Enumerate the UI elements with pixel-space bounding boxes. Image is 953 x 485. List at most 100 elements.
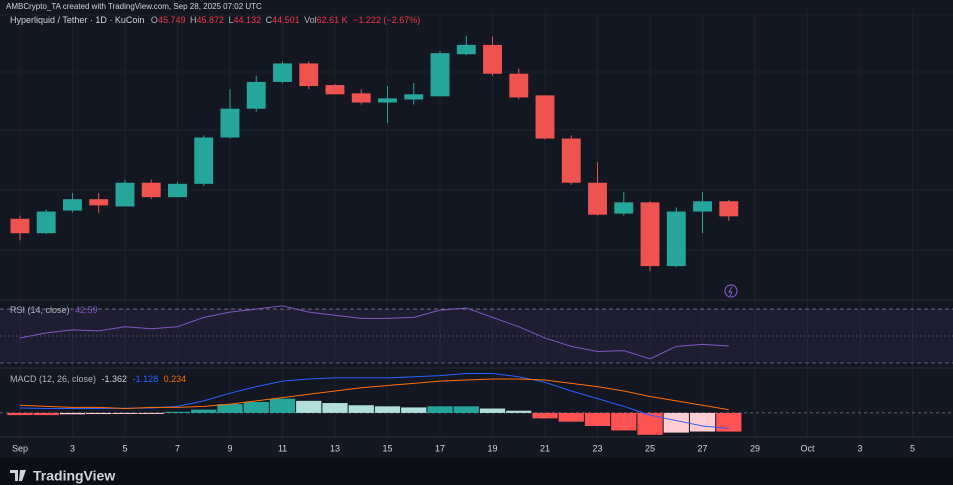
x-tick-label: 19	[488, 443, 498, 453]
candle-body	[325, 85, 345, 95]
candle-body	[666, 211, 686, 267]
candle-body	[36, 211, 56, 234]
legend-change: −1.222 (−2.67%)	[353, 15, 420, 25]
histogram-bar	[86, 412, 112, 414]
x-tick-label: 11	[278, 443, 287, 453]
x-tick-label: 21	[540, 443, 550, 453]
watermark: AMBCrypto_TA created with TradingView.co…	[6, 2, 262, 11]
candle-body	[378, 98, 397, 103]
signal-line	[19, 378, 729, 411]
legend-value: 62.61 K	[317, 15, 348, 25]
x-tick-label: 17	[435, 443, 445, 453]
rsi-title: RSI (14, close)	[10, 305, 70, 315]
candle-body	[404, 94, 424, 100]
x-tick-label: 9	[227, 443, 232, 453]
candle-body	[10, 218, 30, 234]
histogram-value: -1.362	[102, 374, 128, 384]
x-tick-label: 3	[70, 443, 75, 453]
legend-value: 44.132	[234, 15, 262, 25]
legend-label: L	[229, 15, 234, 25]
histogram-bar	[584, 412, 611, 427]
histogram-bar	[401, 407, 427, 413]
candle-body	[588, 182, 607, 215]
histogram-bar	[558, 412, 584, 422]
macd-title: MACD (12, 26, close)	[10, 374, 96, 384]
histogram-bar	[7, 412, 33, 416]
alert-icon[interactable]	[724, 284, 738, 298]
rsi-line	[19, 305, 729, 360]
candle-body	[273, 63, 292, 82]
candle-body	[693, 201, 712, 212]
candle-body	[483, 44, 502, 74]
legend-label: O	[151, 15, 158, 25]
macd-value: -1.128	[133, 374, 159, 384]
histogram-bar	[611, 412, 637, 431]
x-tick-label: 3	[858, 443, 863, 453]
histogram-bar	[532, 412, 558, 419]
x-tick-label: 27	[698, 443, 708, 453]
x-tick-label: 5	[910, 443, 915, 453]
candle-body	[194, 137, 214, 184]
x-tick-label: 25	[645, 443, 655, 453]
x-tick-label: 5	[122, 443, 127, 453]
histogram-bar	[33, 412, 59, 416]
candle-body	[246, 81, 266, 109]
histogram-bar	[296, 400, 322, 413]
candle-body	[719, 201, 739, 217]
candle-body	[63, 199, 82, 211]
histogram-bar	[663, 412, 689, 433]
histogram-bar	[59, 412, 86, 415]
candle-body	[115, 182, 135, 207]
legend-label: C	[266, 15, 273, 25]
legend-label: H	[190, 15, 197, 25]
x-tick-label: Sep	[12, 443, 28, 453]
candle-body	[456, 44, 476, 55]
symbol-title: Hyperliquid / Tether · 1D · KuCoin	[10, 15, 144, 25]
histogram-bar	[479, 408, 506, 413]
candle-body	[299, 63, 319, 87]
x-tick-label: 7	[175, 443, 180, 453]
histogram-bar	[453, 406, 479, 413]
x-tick-label: 29	[750, 443, 760, 453]
x-tick-label: 23	[593, 443, 603, 453]
candle-body	[561, 138, 581, 183]
x-tick-label: Oct	[801, 443, 816, 453]
grid	[0, 12, 953, 437]
footer-bar	[0, 458, 953, 485]
histogram-bar	[427, 406, 453, 413]
legend-value: 45.872	[196, 15, 224, 25]
x-tick-label: 15	[382, 443, 392, 453]
candle-body	[168, 183, 187, 198]
histogram-bar	[243, 401, 269, 413]
footer-logo	[10, 470, 26, 481]
histogram-bar	[506, 410, 532, 413]
histogram-bar	[716, 412, 742, 432]
price-legend: Hyperliquid / Tether · 1D · KuCoin O45.7…	[10, 15, 420, 25]
panes: Sep 3 5 7 9 11 13 15 17 19 21 23 25 27 29 Oct 3 5	[0, 35, 953, 453]
candle-body	[509, 73, 529, 98]
candle-body	[351, 93, 371, 103]
indicator-legend: MACD (12, 26, close) -1.362 -1.128 0.234	[10, 374, 186, 384]
histogram-bar	[348, 405, 374, 413]
histogram-bar	[191, 409, 217, 413]
histogram-bar	[112, 412, 138, 414]
alert-icon-bolt	[728, 286, 733, 297]
candle-body	[220, 108, 240, 138]
histogram-bar	[689, 412, 716, 432]
candle-body	[640, 202, 660, 267]
footer-brand: TradingView	[33, 468, 115, 484]
rsi-value: 42.59	[75, 305, 98, 315]
histogram-bar	[138, 412, 164, 414]
candle-body	[141, 182, 161, 198]
histogram-bar	[217, 404, 243, 413]
legend-label: Vol	[304, 15, 317, 25]
legend-value: 44.501	[272, 15, 300, 25]
histogram-bar	[164, 411, 191, 413]
histogram-bar	[322, 403, 348, 413]
candle-body	[535, 95, 555, 139]
legend-value: 45.749	[158, 15, 186, 25]
signal-value: 0.234	[164, 374, 187, 384]
histogram-bar	[637, 412, 663, 435]
